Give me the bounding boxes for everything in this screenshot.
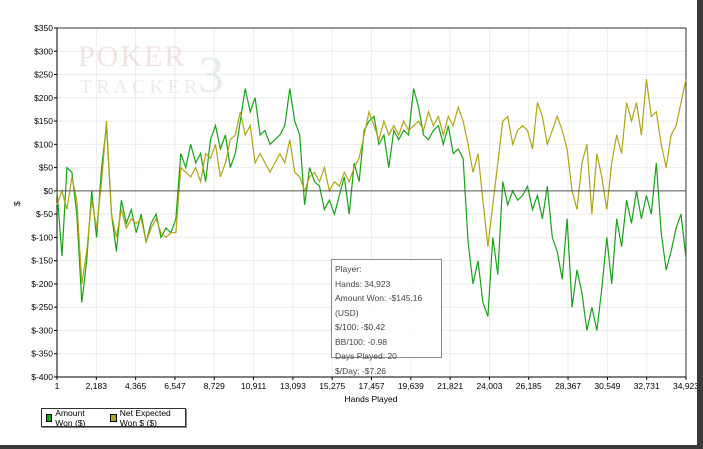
x-tick-label: 6,547 [164,381,186,391]
y-tick-label: $300 [34,46,53,56]
y-tick-label: $-200 [31,279,53,289]
axes: 1 2,183 4,365 6,547 8,729 10,911 13,093 15,275 1… [31,23,699,391]
legend-swatch-gold [110,413,117,422]
x-tick-label: 15,275 [319,381,345,391]
tooltip-dollars-per-100: $/100: -$0.42 [335,322,386,332]
x-tick-label: 19,639 [398,381,424,391]
series-lines [56,79,687,331]
x-tick-label: 34,923 [673,381,699,391]
x-tick-label: 24,003 [476,381,502,391]
legend-label: Net Expected Won $ ($) [119,407,171,428]
watermark-logo: POKER TRACKER 3 [78,40,224,104]
y-tick-label: $0 [44,186,54,196]
x-tick-label: 8,729 [204,381,226,391]
x-axis-label: Hands Played [345,394,398,404]
y-tick-label: $-300 [31,325,53,335]
legend-swatch-green [46,413,53,422]
x-tick-label: 32,731 [634,381,660,391]
y-tick-label: $-100 [31,232,53,242]
y-tick-label: $100 [34,139,53,149]
watermark-3: 3 [198,47,224,104]
y-tick-label: $250 [34,70,53,80]
x-tick-label: 10,911 [241,381,267,391]
tooltip-dollars-per-day: $/Day: -$7.26 [335,365,387,376]
y-tick-label: $200 [34,93,53,103]
tooltip-bb-per-100: BB/100: -0.98 [335,336,387,347]
series-net-expected-won [56,79,687,284]
x-tick-label: 21,821 [437,381,463,391]
legend-label: Amount Won ($) [55,407,86,428]
legend-item-net-expected[interactable]: Net Expected Won $ ($) [110,408,185,428]
x-tick-label: 17,457 [359,381,385,391]
y-tick-label: $350 [34,23,53,33]
watermark-poker: POKER [78,40,186,73]
y-tick-label: $150 [34,116,53,126]
player-stats-tooltip: Player: Hands: 34,923 Amount Won: -$145.… [331,259,442,376]
y-tick-label: $50 [39,163,53,173]
tooltip-hands: Hands: 34,923 [335,278,391,289]
tooltip-player: Player: [335,264,362,274]
y-tick-label: $-150 [31,256,53,266]
y-tick-label: $-250 [31,302,53,312]
x-tick-label: 26,185 [516,381,542,391]
window-border-bottom [0,445,703,449]
tooltip-amount-won: Amount Won: -$145.16 (USD) [335,293,423,318]
watermark-tracker: TRACKER [80,76,201,98]
window-border-right [697,0,703,449]
x-tick-label: 4,365 [125,381,147,391]
y-axis-label: $ [12,201,22,206]
x-tick-label: 2,183 [86,381,108,391]
y-tick-label: $-350 [31,349,53,359]
y-tick-label: $-50 [36,209,53,219]
y-tick-label: $-400 [31,372,53,382]
legend: Amount Won ($) Net Expected Won $ ($) [41,408,186,428]
x-tick-label: 30,549 [594,381,620,391]
x-tick-label: 1 [55,381,60,391]
legend-item-amount-won[interactable]: Amount Won ($) [46,408,99,428]
x-tick-label: 28,367 [555,381,581,391]
x-tick-label: 13,093 [280,381,306,391]
tooltip-days-played: Days Played: 20 [335,351,397,361]
